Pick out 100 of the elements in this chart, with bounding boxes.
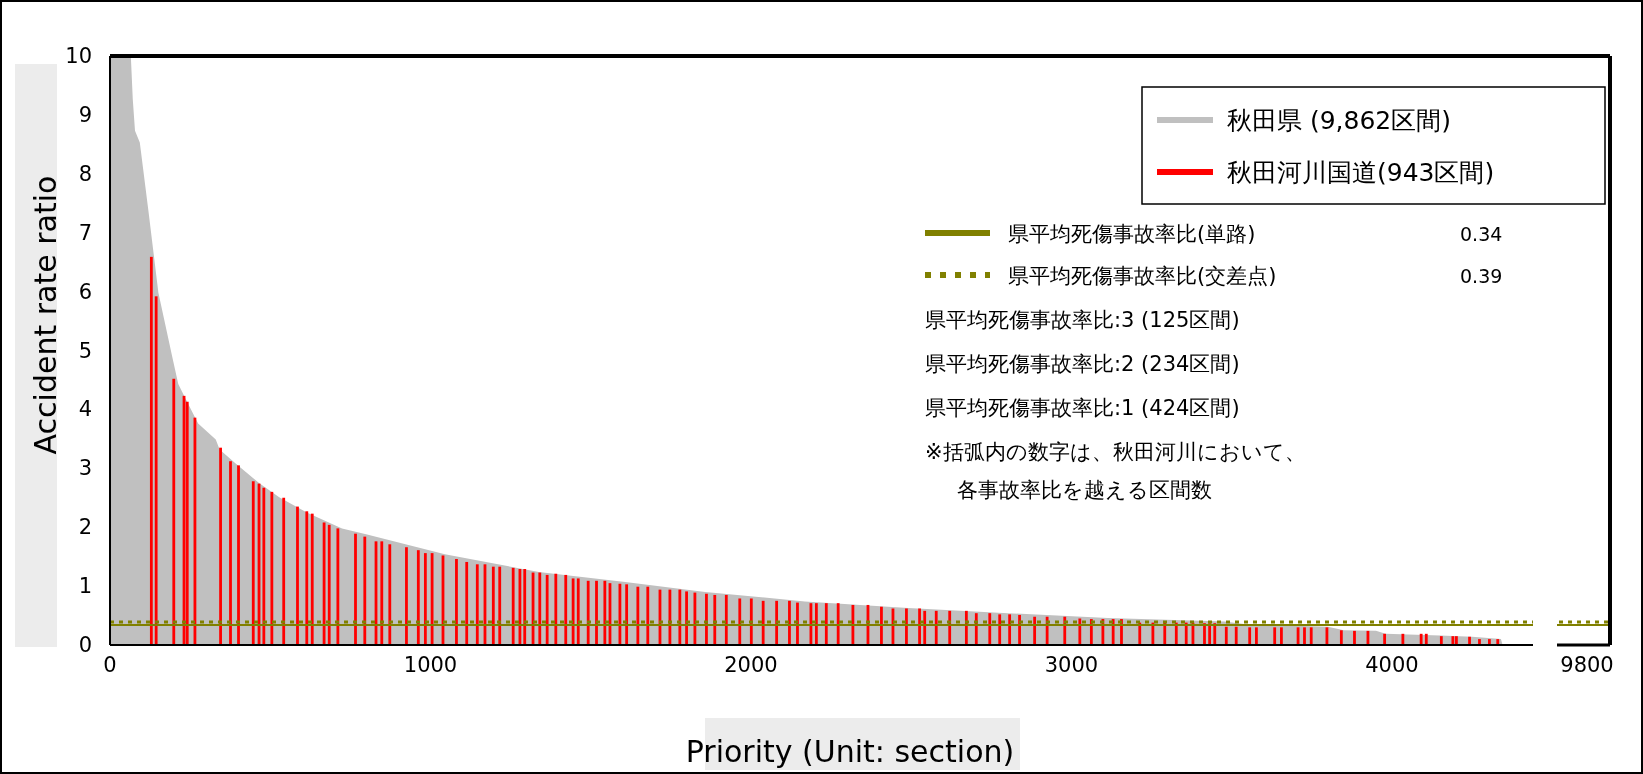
bar bbox=[1339, 630, 1343, 645]
y-axis-title: Accident rate ratio bbox=[28, 175, 63, 455]
annotation: 0.34 bbox=[1460, 223, 1503, 245]
bar bbox=[1224, 626, 1228, 645]
bar bbox=[363, 536, 367, 645]
bar bbox=[296, 506, 299, 645]
y-tick-label: 0 bbox=[78, 633, 92, 657]
bar bbox=[310, 513, 314, 645]
bar bbox=[282, 497, 286, 645]
bar bbox=[1424, 633, 1428, 645]
bar bbox=[678, 589, 682, 645]
bar bbox=[491, 566, 495, 645]
bar bbox=[724, 594, 728, 645]
x-axis-title: Priority (Unit: section) bbox=[685, 734, 1015, 769]
bar bbox=[1234, 626, 1238, 645]
bar bbox=[636, 586, 640, 645]
bar bbox=[603, 580, 607, 645]
bar bbox=[595, 580, 598, 645]
bar bbox=[475, 564, 479, 645]
annotation: 県平均死傷事故率比:3 (125区間) bbox=[925, 308, 1240, 332]
bar bbox=[934, 610, 938, 645]
bar bbox=[814, 603, 818, 645]
bar bbox=[465, 561, 469, 645]
x-tick-label: 3000 bbox=[1044, 653, 1099, 677]
bar bbox=[1451, 636, 1455, 645]
y-tick-label: 5 bbox=[78, 338, 92, 363]
text: 9800 bbox=[1560, 653, 1614, 677]
bar bbox=[918, 608, 921, 645]
bar bbox=[761, 600, 765, 645]
bar bbox=[1496, 639, 1500, 645]
bar bbox=[1184, 622, 1188, 645]
bar bbox=[327, 524, 331, 645]
bar bbox=[646, 586, 650, 645]
bar bbox=[836, 603, 840, 645]
bar bbox=[1488, 639, 1491, 645]
bar bbox=[416, 550, 420, 645]
x-tick-label: 4000 bbox=[1365, 653, 1419, 677]
bar bbox=[788, 600, 791, 645]
bar bbox=[1280, 627, 1283, 645]
bar bbox=[388, 544, 392, 645]
bar bbox=[625, 584, 629, 645]
bar bbox=[905, 608, 908, 645]
bar bbox=[251, 481, 255, 645]
bar bbox=[523, 569, 527, 645]
annotation: ※括弧内の数字は、秋田河川において、 bbox=[925, 440, 1306, 464]
bar bbox=[576, 578, 580, 645]
y-tick-label: 2 bbox=[78, 515, 92, 540]
bar bbox=[564, 574, 568, 645]
bar bbox=[880, 606, 883, 645]
bar bbox=[149, 256, 153, 645]
bar bbox=[237, 465, 240, 645]
bar bbox=[1078, 618, 1082, 645]
y-tick-label: 3 bbox=[78, 456, 92, 481]
bar bbox=[998, 614, 1002, 645]
bar bbox=[1353, 630, 1356, 645]
bar bbox=[1203, 623, 1206, 645]
legend-label: 県平均死傷事故率比(交差点) bbox=[1008, 264, 1277, 288]
bar bbox=[354, 533, 357, 645]
bar bbox=[775, 600, 779, 645]
bar bbox=[1455, 636, 1458, 645]
y-tick-label: 7 bbox=[78, 220, 92, 245]
bar bbox=[305, 511, 309, 645]
bar bbox=[988, 613, 992, 645]
y-tick-label: 10 bbox=[65, 44, 92, 68]
bar bbox=[229, 461, 232, 645]
bar bbox=[1419, 633, 1423, 645]
legend-label: 県平均死傷事故率比(単路) bbox=[1008, 222, 1256, 246]
bar bbox=[336, 528, 340, 645]
x-tick-label: 1000 bbox=[403, 653, 458, 677]
bar bbox=[172, 378, 176, 645]
bar bbox=[705, 593, 708, 645]
bar bbox=[1439, 636, 1443, 645]
bar bbox=[380, 541, 384, 645]
y-tick-label: 4 bbox=[78, 397, 92, 422]
bar bbox=[154, 296, 158, 645]
bar bbox=[511, 567, 515, 645]
bar bbox=[262, 487, 266, 645]
bar bbox=[1478, 639, 1481, 645]
y-tick-label: 8 bbox=[78, 161, 92, 186]
bar bbox=[824, 603, 828, 645]
y-tick-label: 6 bbox=[78, 279, 92, 304]
bar bbox=[1248, 627, 1252, 645]
legend-label: 秋田河川国道(943区間) bbox=[1227, 158, 1495, 187]
bar bbox=[1303, 627, 1306, 645]
bar bbox=[270, 491, 274, 645]
annotation: 各事故率比を越える区間数 bbox=[957, 478, 1212, 502]
bar bbox=[1213, 623, 1217, 645]
bar bbox=[455, 559, 458, 645]
bar bbox=[571, 578, 575, 645]
bar bbox=[498, 566, 502, 645]
bar bbox=[1255, 627, 1258, 645]
annotation: 県平均死傷事故率比:1 (424区間) bbox=[925, 396, 1240, 420]
bar bbox=[1383, 633, 1387, 645]
annotation: 0.39 bbox=[1460, 265, 1503, 287]
bar bbox=[423, 553, 427, 645]
bar bbox=[796, 602, 799, 645]
bar bbox=[1008, 614, 1012, 645]
bar bbox=[1309, 627, 1313, 645]
bar bbox=[554, 573, 558, 645]
legend-label: 秋田県 (9,862区間) bbox=[1227, 106, 1452, 135]
